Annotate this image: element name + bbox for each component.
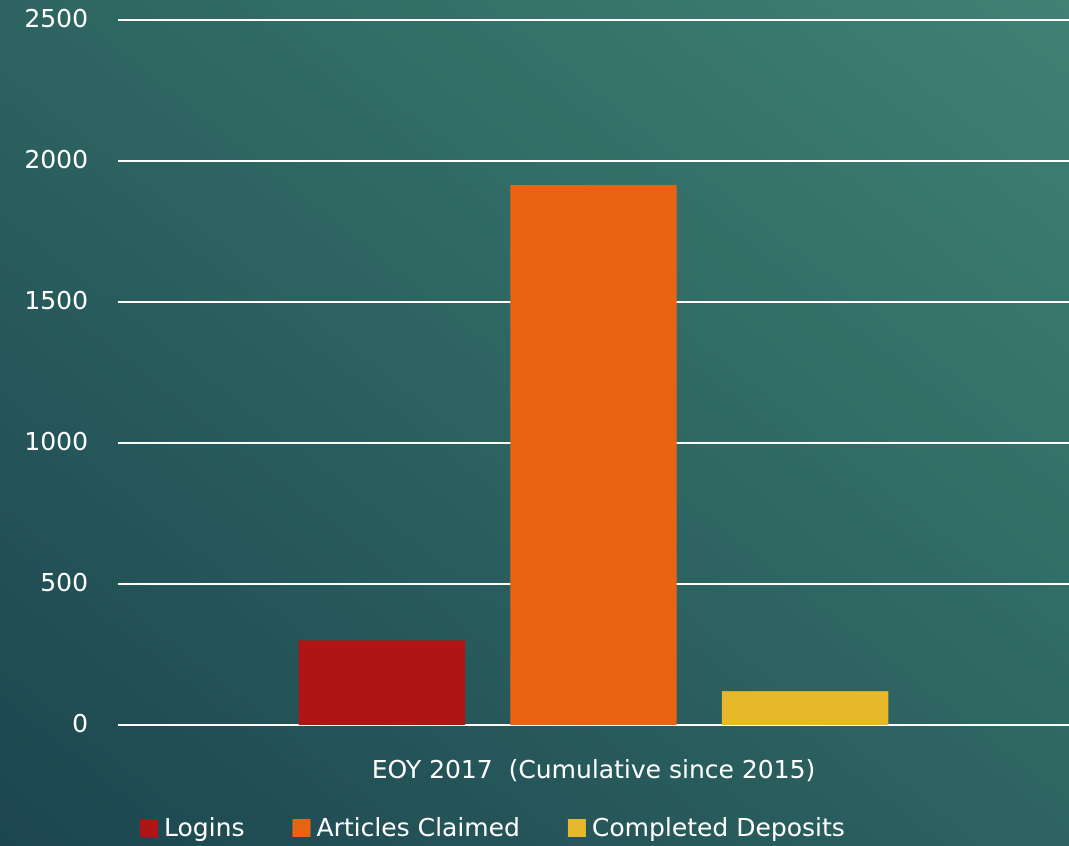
legend-swatch: [567, 819, 586, 837]
legend-label: Logins: [164, 813, 244, 842]
legend-swatch: [292, 819, 311, 837]
y-tick-label: 2000: [24, 145, 88, 174]
y-tick-label: 0: [72, 709, 88, 738]
bar: [510, 184, 677, 726]
y-tick-label: 2500: [24, 4, 88, 33]
bar: [721, 691, 889, 725]
y-tick-label: 500: [40, 568, 88, 597]
x-tick-label: EOY 2017 (Cumulative since 2015): [372, 755, 816, 784]
legend-label: Completed Deposits: [592, 813, 845, 842]
legend-swatch: [140, 819, 158, 837]
y-tick-label: 1000: [24, 427, 88, 456]
legend-label: Articles Claimed: [316, 813, 519, 842]
y-tick-label: 1500: [24, 286, 88, 315]
bar: [298, 640, 466, 725]
